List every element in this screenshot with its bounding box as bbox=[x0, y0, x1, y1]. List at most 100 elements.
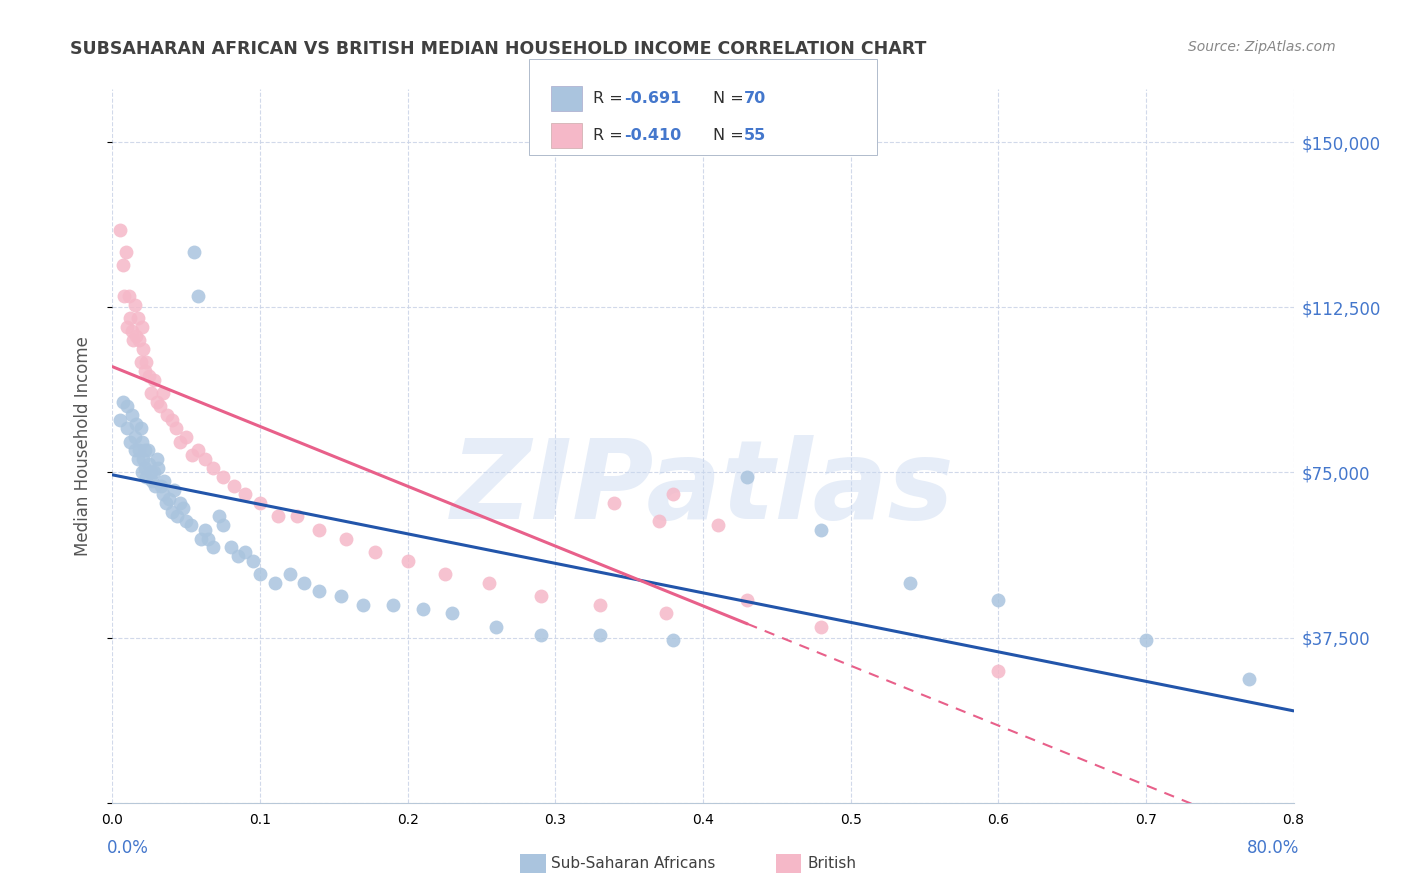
Point bbox=[222, 478, 245, 492]
Point bbox=[121, 408, 143, 422]
Text: 0.0%: 0.0% bbox=[107, 838, 149, 856]
Point bbox=[122, 333, 145, 347]
Text: 70: 70 bbox=[744, 91, 766, 105]
Point bbox=[136, 443, 159, 458]
Point bbox=[201, 541, 224, 555]
Point bbox=[134, 461, 156, 475]
Text: SUBSAHARAN AFRICAN VS BRITISH MEDIAN HOUSEHOLD INCOME CORRELATION CHART: SUBSAHARAN AFRICAN VS BRITISH MEDIAN HOU… bbox=[70, 40, 927, 58]
Point bbox=[187, 443, 209, 458]
Point bbox=[129, 355, 152, 369]
Point bbox=[292, 575, 315, 590]
Point bbox=[124, 430, 146, 444]
Point bbox=[120, 311, 142, 326]
Point bbox=[124, 298, 146, 312]
Point bbox=[233, 487, 256, 501]
Point bbox=[117, 400, 138, 414]
Point bbox=[138, 368, 160, 383]
Point bbox=[396, 553, 419, 567]
Point bbox=[706, 518, 728, 533]
Point bbox=[233, 545, 256, 559]
Point bbox=[134, 364, 156, 378]
Point bbox=[118, 289, 141, 303]
Text: 80.0%: 80.0% bbox=[1247, 838, 1299, 856]
Point bbox=[139, 466, 162, 480]
Point bbox=[155, 496, 177, 510]
Y-axis label: Median Household Income: Median Household Income bbox=[73, 336, 91, 556]
Point bbox=[183, 245, 205, 260]
Point bbox=[662, 632, 685, 647]
Point bbox=[142, 466, 165, 480]
Point bbox=[132, 342, 155, 356]
Point bbox=[180, 518, 202, 533]
Point bbox=[249, 496, 271, 510]
Point bbox=[181, 448, 204, 462]
Point bbox=[135, 470, 157, 484]
Point bbox=[149, 400, 172, 414]
Point bbox=[529, 589, 551, 603]
Point bbox=[150, 478, 173, 492]
Point bbox=[172, 500, 194, 515]
Point bbox=[194, 523, 217, 537]
Point bbox=[125, 329, 148, 343]
Point bbox=[655, 607, 678, 621]
Point bbox=[662, 487, 685, 501]
Point bbox=[219, 541, 242, 555]
Point bbox=[308, 584, 330, 599]
Point bbox=[810, 523, 832, 537]
Point bbox=[285, 509, 308, 524]
Point bbox=[157, 491, 180, 506]
Point bbox=[146, 452, 169, 467]
Point bbox=[112, 289, 135, 303]
Point bbox=[169, 496, 191, 510]
Text: British: British bbox=[807, 856, 856, 871]
Point bbox=[242, 553, 264, 567]
Text: N =: N = bbox=[713, 91, 749, 105]
Point bbox=[987, 664, 1010, 678]
Text: -0.410: -0.410 bbox=[624, 128, 682, 143]
Point bbox=[142, 373, 165, 387]
Point bbox=[138, 457, 160, 471]
Point bbox=[148, 461, 170, 475]
Point bbox=[190, 532, 212, 546]
Point bbox=[135, 355, 157, 369]
Point bbox=[478, 575, 501, 590]
Point bbox=[249, 566, 271, 581]
Point bbox=[120, 434, 142, 449]
Point bbox=[485, 619, 508, 633]
Point bbox=[335, 532, 357, 546]
Point bbox=[129, 421, 152, 435]
Point bbox=[127, 452, 149, 467]
Point bbox=[898, 575, 921, 590]
Point bbox=[529, 628, 551, 642]
Text: R =: R = bbox=[593, 128, 628, 143]
Point bbox=[197, 532, 219, 546]
Point bbox=[121, 325, 143, 339]
Point bbox=[330, 589, 353, 603]
Point bbox=[174, 514, 197, 528]
Point bbox=[163, 483, 186, 497]
Point bbox=[111, 259, 134, 273]
Point bbox=[308, 523, 330, 537]
Point bbox=[114, 245, 136, 260]
Point bbox=[141, 475, 163, 489]
Point bbox=[117, 421, 138, 435]
Point bbox=[588, 628, 610, 642]
Point bbox=[166, 509, 188, 524]
Point bbox=[201, 461, 224, 475]
Point bbox=[226, 549, 249, 563]
Point bbox=[143, 478, 166, 492]
Point bbox=[127, 311, 149, 326]
Text: N =: N = bbox=[713, 128, 749, 143]
Point bbox=[125, 417, 148, 431]
Point bbox=[212, 518, 235, 533]
Text: R =: R = bbox=[593, 91, 628, 105]
Point bbox=[433, 566, 456, 581]
Point bbox=[737, 593, 759, 607]
Point bbox=[382, 598, 405, 612]
Point bbox=[131, 320, 153, 334]
Point bbox=[128, 333, 150, 347]
Point bbox=[152, 487, 174, 501]
Point bbox=[160, 505, 183, 519]
Point bbox=[108, 223, 131, 237]
Point bbox=[267, 509, 290, 524]
